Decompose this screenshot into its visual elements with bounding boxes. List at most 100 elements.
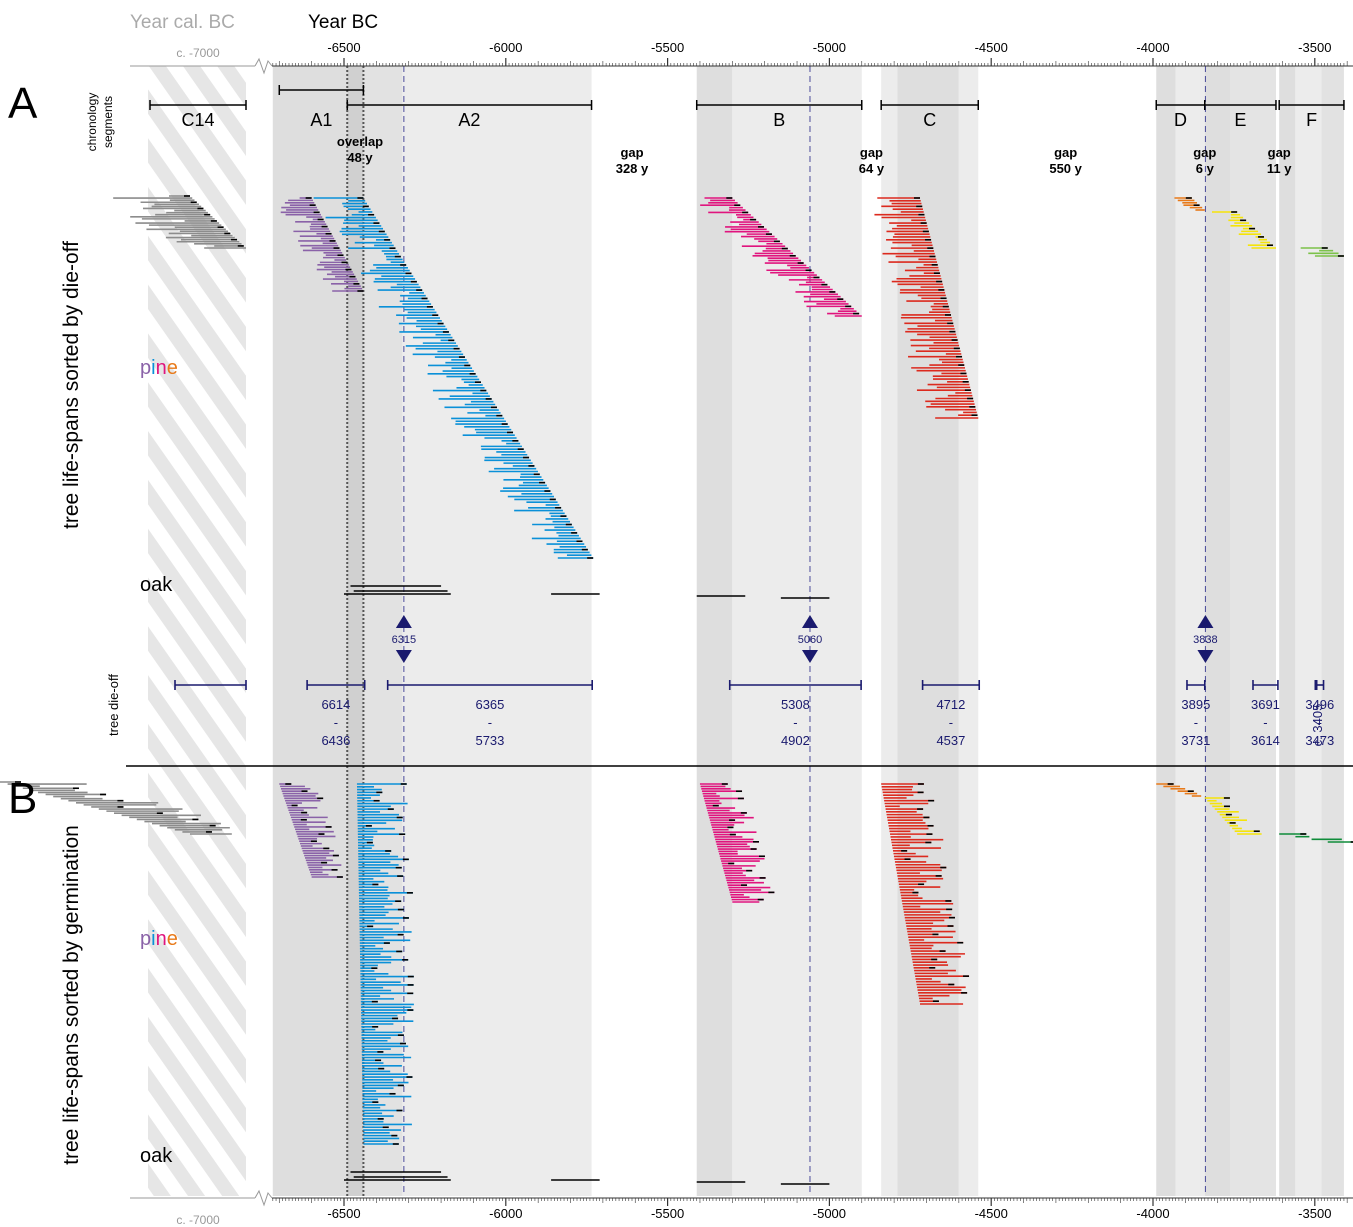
die-off-start: 3895	[1181, 697, 1210, 712]
die-off-dash: -	[1318, 715, 1322, 730]
gap-label: gap	[620, 145, 643, 160]
segment-label: A2	[458, 110, 480, 130]
marker-value: 5060	[798, 634, 822, 646]
axis-tick-label: -6500	[327, 40, 360, 55]
marker-up-arrow-icon	[395, 615, 412, 628]
segment-band	[696, 66, 733, 1196]
header-cal-label: Year cal. BC	[130, 12, 235, 33]
panel-b-ylabel: tree life-spans sorted by germination	[60, 825, 83, 1165]
chronology-label-1: chronology	[85, 93, 99, 152]
marker-up-arrow-icon	[1197, 615, 1214, 628]
panel-b-life-spans	[0, 781, 1353, 1185]
axis-tick-label: -4000	[1136, 40, 1169, 55]
pine-letter-e: e	[167, 928, 178, 950]
die-off-dash: -	[1194, 715, 1198, 730]
header-year-label: Year BC	[308, 12, 378, 33]
overlap-label-1: overlap	[337, 134, 383, 149]
die-off-start: 3691	[1251, 697, 1280, 712]
segment-band	[958, 66, 979, 1196]
chronology-label-2: segments	[101, 96, 115, 148]
segment-band	[1175, 66, 1205, 1196]
axis-tick-label: -5000	[813, 40, 846, 55]
axis-tick-label: -3500	[1298, 1206, 1331, 1221]
die-off-start: 5308	[781, 697, 810, 712]
pine-letter-e: e	[167, 357, 178, 379]
panel-a-letter: A	[8, 79, 38, 128]
marker-value: 3838	[1193, 634, 1217, 646]
axis-break-icon	[254, 57, 273, 75]
bottom-axis: -6500 -6000 -5500 -5000 -4500 -4000 -3500	[130, 1189, 1353, 1221]
pine-letter-n: n	[156, 357, 167, 379]
segment-band	[1156, 66, 1176, 1196]
segment-band	[347, 66, 364, 1196]
axis-break-icon	[254, 1189, 273, 1207]
die-off-dash: -	[488, 715, 492, 730]
marker-down-arrow-icon	[1197, 650, 1214, 663]
segment-band	[1230, 66, 1276, 1196]
axis-tick-label: -6000	[489, 1206, 522, 1221]
gap-label: gap	[1054, 145, 1077, 160]
gap-label: gap	[1193, 145, 1216, 160]
die-off-markers: 6315 5060 3838	[392, 615, 1218, 663]
c14-hatch-area	[148, 66, 246, 1196]
marker-up-arrow-icon	[801, 615, 818, 628]
pine-label-a: pine	[140, 357, 178, 379]
marker-down-arrow-icon	[801, 650, 818, 663]
axis-tick-label: -4000	[1136, 1206, 1169, 1221]
top-axis: -6500 -6000 -5500 -5000 -4500 -4000 -3500	[130, 40, 1353, 75]
gap-years: 11 y	[1267, 161, 1292, 176]
axis-tick-label: -5000	[813, 1206, 846, 1221]
die-off-dash: -	[949, 715, 953, 730]
axis-tick-label: -6000	[489, 40, 522, 55]
axis-tick-label: -3500	[1298, 40, 1331, 55]
die-off-dash: -	[1263, 715, 1267, 730]
marker-down-arrow-icon	[395, 650, 412, 663]
segment-band	[897, 66, 959, 1196]
die-off-end: 3731	[1181, 733, 1210, 748]
segment-label: E	[1234, 110, 1246, 130]
overlap-label-2: 48 y	[347, 150, 373, 165]
segment-label: D	[1174, 110, 1187, 130]
axis-tick-label: -4500	[975, 1206, 1008, 1221]
die-off-start: 6365	[475, 697, 504, 712]
segment-band	[272, 66, 348, 1196]
last-die-off-label: c. 3405	[1310, 704, 1325, 747]
panel-a-life-spans	[113, 195, 1344, 599]
gap-label: gap	[1268, 145, 1291, 160]
die-off-end: 4537	[936, 733, 965, 748]
tree-die-off-label: tree die-off	[106, 674, 121, 736]
pine-letter-n: n	[156, 928, 167, 950]
die-off-start: 6614	[321, 697, 350, 712]
axis-tick-label: -5500	[651, 1206, 684, 1221]
gap-years: 64 y	[859, 161, 885, 176]
die-off-dash: -	[334, 715, 338, 730]
die-off-end: 3614	[1251, 733, 1280, 748]
pine-label-b: pine	[140, 928, 178, 950]
segment-band	[1295, 66, 1322, 1196]
segment-band	[881, 66, 898, 1196]
die-off-ranges: 6614 - 6436 6365 - 5733 5308 - 4902 4712 - 4537 3895…	[174, 680, 1334, 748]
segment-bands	[272, 66, 1344, 1196]
oak-label-a: oak	[140, 574, 173, 596]
axis-tick-label: -4500	[975, 40, 1008, 55]
die-off-end: 3473	[1305, 733, 1334, 748]
segment-label: C14	[181, 110, 214, 130]
segment-band	[1279, 66, 1296, 1196]
segment-band	[1204, 66, 1231, 1196]
gap-years: 550 y	[1049, 161, 1082, 176]
panel-a-ylabel: tree life-spans sorted by die-off	[60, 241, 83, 529]
pine-letter-i: i	[151, 928, 155, 950]
axis-tick-label: -6500	[327, 1206, 360, 1221]
segment-label: F	[1306, 110, 1317, 130]
die-off-end: 6436	[321, 733, 350, 748]
segment-label: C	[923, 110, 936, 130]
pine-letter-i: i	[151, 357, 155, 379]
die-off-end: 5733	[475, 733, 504, 748]
die-off-start: 4712	[936, 697, 965, 712]
segment-band	[732, 66, 862, 1196]
gap-years: 328 y	[616, 161, 649, 176]
cal-tick-bottom: c. -7000	[176, 1213, 220, 1227]
segment-label: B	[773, 110, 785, 130]
